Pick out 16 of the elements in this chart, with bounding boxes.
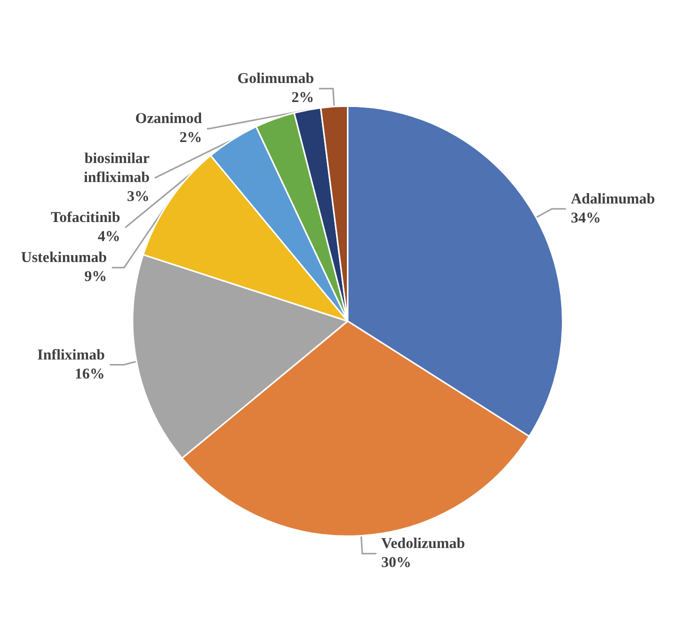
slice-label: Tofacitinib bbox=[50, 210, 120, 226]
slice-label: Infliximab bbox=[37, 347, 105, 364]
data-label: 9% bbox=[84, 269, 107, 286]
data-label: 34% bbox=[570, 210, 601, 226]
slice-label: Vedolizumab bbox=[381, 536, 465, 552]
slice-label: biosimilar infliximab bbox=[84, 151, 150, 186]
slice-label: Golimumab bbox=[237, 71, 314, 88]
data-label: 16% bbox=[74, 366, 105, 382]
data-label: 2% bbox=[180, 130, 202, 146]
data-label: 3% bbox=[127, 189, 150, 206]
data-label: 4% bbox=[98, 229, 120, 246]
slice-label: Adalimumab bbox=[570, 191, 656, 208]
slice-label: Ozanimod bbox=[135, 111, 203, 128]
data-label: 30% bbox=[381, 555, 412, 572]
data-label: 2% bbox=[292, 90, 314, 106]
slice-label: Ustekinumab bbox=[21, 250, 107, 266]
